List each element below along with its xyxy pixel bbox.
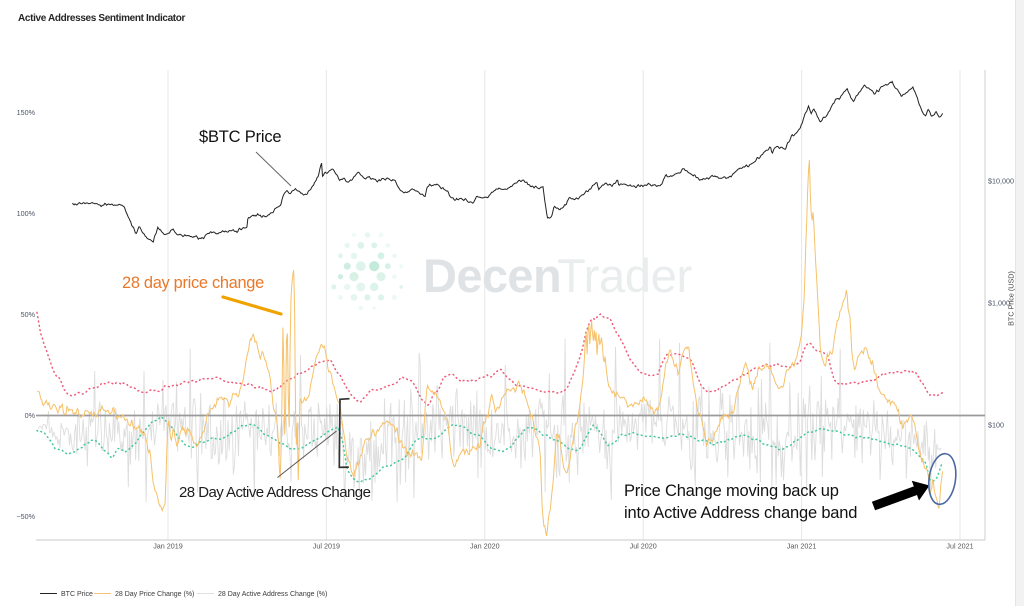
svg-text:0%: 0% [25,411,36,420]
svg-text:Jan 2020: Jan 2020 [470,542,500,551]
svg-text:Jan 2019: Jan 2019 [153,542,183,551]
svg-text:Jul 2021: Jul 2021 [946,542,973,551]
svg-text:Jan 2021: Jan 2021 [787,542,817,551]
svg-text:Jul 2019: Jul 2019 [313,542,340,551]
svg-text:BTC Price (USD): BTC Price (USD) [1007,271,1016,326]
svg-text:−50%: −50% [16,512,35,521]
svg-text:100%: 100% [17,209,36,218]
svg-text:150%: 150% [17,108,36,117]
svg-text:Trader: Trader [557,249,692,302]
svg-text:50%: 50% [21,310,36,319]
svg-text:Jul 2020: Jul 2020 [630,542,657,551]
svg-text:$1,000: $1,000 [988,298,1010,307]
svg-text:Decen: Decen [423,249,561,302]
svg-text:$10,000: $10,000 [988,176,1014,185]
svg-text:$100: $100 [988,420,1004,429]
